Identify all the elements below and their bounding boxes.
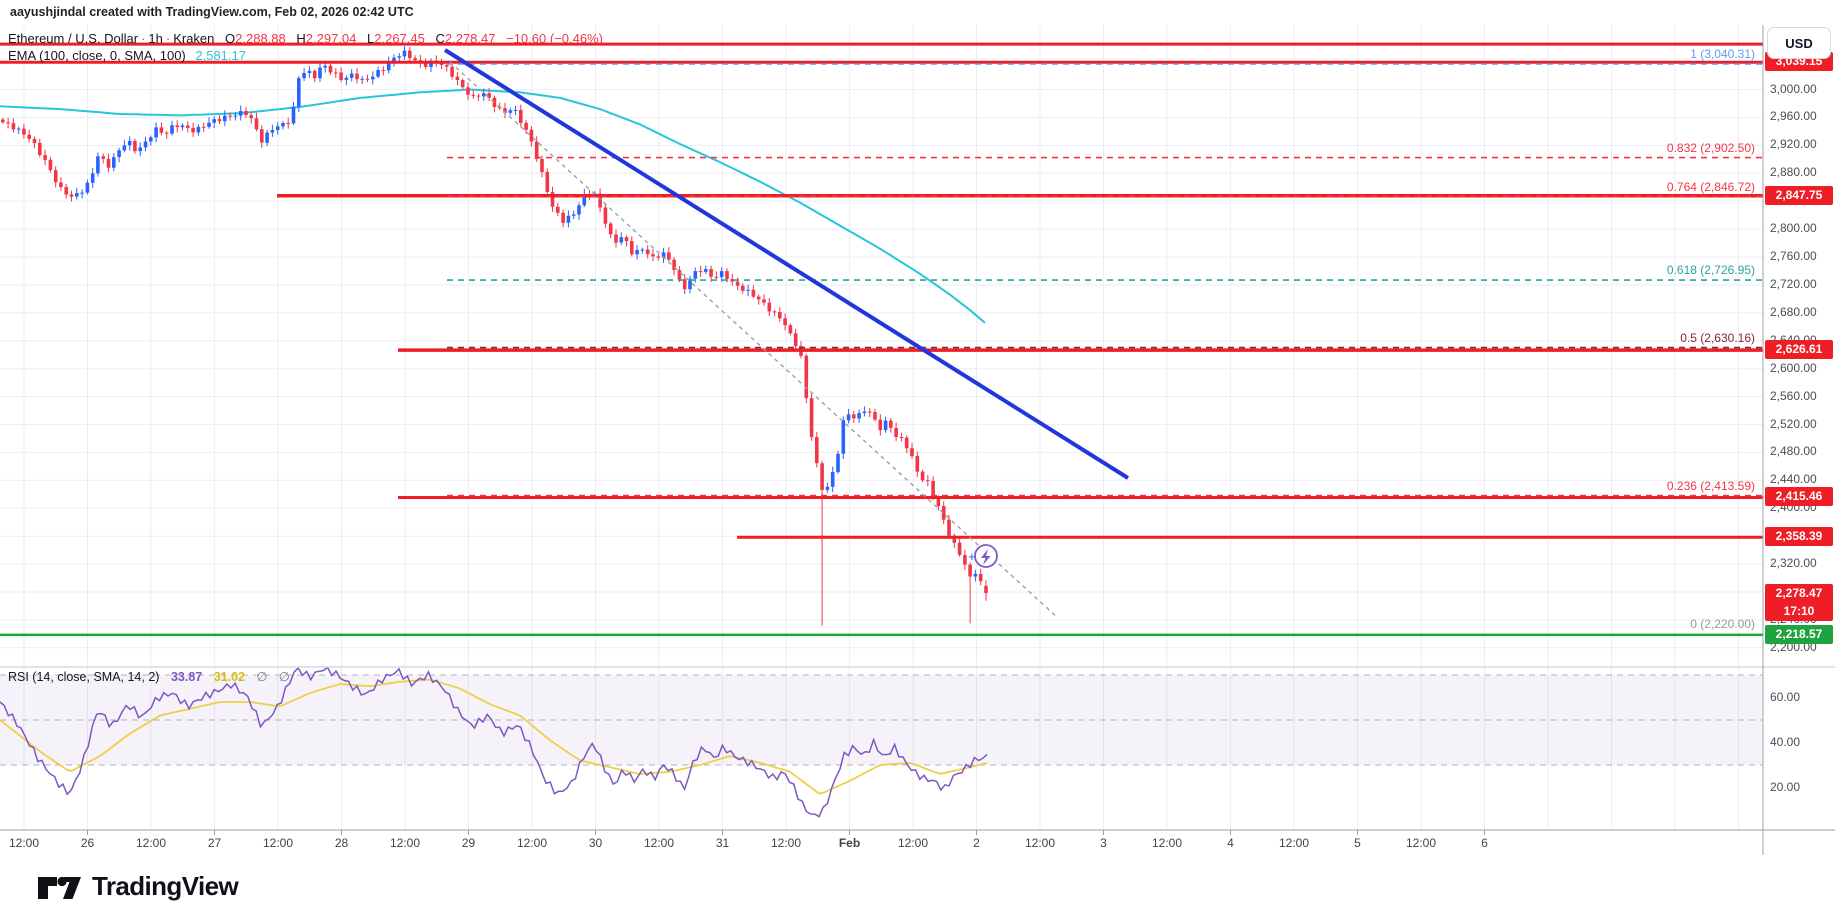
tradingview-logo-text: TradingView — [92, 870, 239, 901]
time-axis-label: 2 — [973, 836, 980, 850]
time-axis-label: 12:00 — [389, 836, 421, 850]
fib-level-label: 1 (3,040.31) — [1690, 47, 1755, 61]
price-tick-label: 2,960.00 — [1770, 109, 1817, 124]
price-tick-label: 3,000.00 — [1770, 81, 1817, 96]
price-line-label: 2,847.75 — [1765, 185, 1833, 205]
low-key: L — [367, 31, 375, 46]
fib-level-label: 0 (2,220.00) — [1690, 616, 1755, 631]
time-axis-label: 12:00 — [1151, 836, 1183, 850]
time-axis-label: 4 — [1227, 836, 1234, 850]
price-tick-label: 2,800.00 — [1770, 221, 1817, 236]
price-tick-label: 2,480.00 — [1770, 444, 1817, 459]
watermark: aayushjindal created with TradingView.co… — [10, 5, 414, 19]
price-tick-label: 2,680.00 — [1770, 304, 1817, 319]
last-price-label: 2,278.47 17:10 — [1765, 584, 1833, 622]
time-axis-label: Feb — [838, 836, 861, 850]
change-value: −10.60 (−0.46%) — [506, 31, 603, 46]
price-tick-label: 2,560.00 — [1770, 388, 1817, 403]
bar-countdown: 17:10 — [1783, 604, 1815, 619]
open-key: O — [225, 31, 236, 46]
rsi-legend[interactable]: RSI (14, close, SMA, 14, 2) 33.87 31.02 … — [8, 669, 290, 684]
fib-level-label: 0.832 (2,902.50) — [1666, 140, 1755, 155]
price-line-label: 2,358.39 — [1765, 527, 1833, 547]
time-axis-label: 12:00 — [8, 836, 40, 850]
price-tick-label: 2,520.00 — [1770, 416, 1817, 431]
price-tick-label: 2,320.00 — [1770, 556, 1817, 571]
svg-text:+: + — [968, 549, 976, 564]
price-tick-label: 2,920.00 — [1770, 137, 1817, 152]
time-axis-label: 12:00 — [516, 836, 548, 850]
time-axis-label: 12:00 — [1405, 836, 1437, 850]
ema-legend[interactable]: EMA (100, close, 0, SMA, 100) 2,581.17 — [8, 48, 246, 63]
rsi-empty-set-1: ∅ — [256, 670, 268, 684]
ema-value: 2,581.17 — [195, 48, 246, 63]
price-tick-label: 2,760.00 — [1770, 249, 1817, 264]
high-value: 2,297.04 — [305, 31, 357, 46]
price-line-label: 2,415.46 — [1765, 487, 1833, 507]
time-axis-label: 12:00 — [262, 836, 294, 850]
fib-level-label: 0.5 (2,630.16) — [1680, 330, 1755, 345]
time-axis-label: 12:00 — [897, 836, 929, 850]
time-axis-label: 12:00 — [643, 836, 675, 850]
low-value: 2,267.45 — [374, 31, 425, 46]
time-axis-label: 29 — [461, 836, 476, 850]
symbol-title: Ethereum / U.S. Dollar — [8, 31, 139, 46]
price-tick-label: 2,720.00 — [1770, 276, 1817, 291]
tradingview-logo[interactable]: TradingView — [36, 870, 239, 902]
rsi-value: 33.87 — [170, 670, 203, 684]
price-tick-label: 2,600.00 — [1770, 360, 1817, 375]
rsi-tick-label: 40.00 — [1770, 734, 1801, 749]
close-key: C — [435, 31, 445, 46]
price-line-label: 2,626.61 — [1765, 340, 1833, 360]
time-axis-label: 28 — [334, 836, 349, 850]
interval-label: 1h — [148, 31, 163, 46]
fib-level-label: 0.618 (2,726.95) — [1666, 263, 1755, 278]
rsi-label: RSI (14, close, SMA, 14, 2) — [8, 670, 160, 684]
time-axis-label: 5 — [1354, 836, 1361, 850]
time-axis-label: 3 — [1100, 836, 1107, 850]
ema-label: EMA (100, close, 0, SMA, 100) — [8, 48, 186, 63]
rsi-tick-label: 60.00 — [1770, 689, 1801, 704]
currency-button[interactable]: USD — [1767, 27, 1831, 59]
price-tick-label: 2,880.00 — [1770, 165, 1817, 180]
fib-level-label: 0.764 (2,846.72) — [1666, 179, 1755, 194]
time-axis-label: 12:00 — [1024, 836, 1056, 850]
time-axis-label: 12:00 — [135, 836, 167, 850]
symbol-legend[interactable]: Ethereum / U.S. Dollar · 1h · Kraken O2,288.… — [8, 31, 603, 46]
tradingview-logo-icon — [38, 876, 81, 899]
bottom-bar — [0, 855, 1835, 913]
rsi-empty-set-2: ∅ — [278, 670, 290, 684]
time-axis-label: 30 — [588, 836, 603, 850]
time-axis-label: 6 — [1481, 836, 1488, 850]
price-line-label: 2,218.57 — [1765, 624, 1833, 644]
high-key: H — [296, 31, 306, 46]
time-axis-label: 26 — [80, 836, 95, 850]
rsi-tick-label: 20.00 — [1770, 779, 1801, 794]
time-axis-label: 12:00 — [1278, 836, 1310, 850]
time-axis-label: 27 — [207, 836, 222, 850]
exchange-label: Kraken — [173, 31, 215, 46]
price-tick-label: 2,440.00 — [1770, 472, 1817, 487]
time-axis-label: 31 — [715, 836, 730, 850]
close-value: 2,278.47 — [444, 31, 496, 46]
last-price-value: 2,278.47 — [1775, 586, 1823, 601]
rsi-ma-value: 31.02 — [213, 670, 245, 684]
fib-level-label: 0.236 (2,413.59) — [1666, 478, 1755, 493]
open-value: 2,288.88 — [235, 31, 286, 46]
time-axis-label: 12:00 — [770, 836, 802, 850]
